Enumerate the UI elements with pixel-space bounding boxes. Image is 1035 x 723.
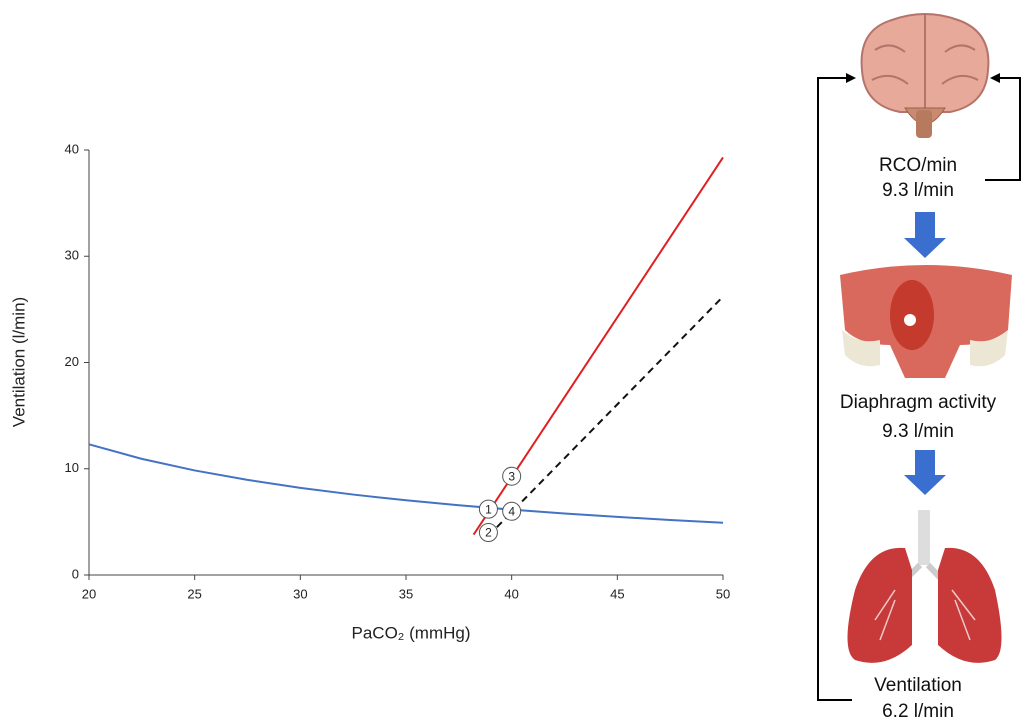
node-label: RCO/min xyxy=(879,155,957,176)
arrowhead xyxy=(990,73,1000,83)
x-tick-label: 30 xyxy=(293,586,307,601)
diaphragm-icon xyxy=(840,265,1012,378)
x-tick-label: 35 xyxy=(399,586,413,601)
node-label: Diaphragm activity xyxy=(840,392,997,413)
x-axis-label: PaCO₂ (mmHg) xyxy=(352,623,471,642)
lungs-icon xyxy=(847,510,1002,663)
brain-icon xyxy=(860,13,990,138)
x-tick-label: 45 xyxy=(610,586,624,601)
y-axis-label: Ventilation (l/min) xyxy=(9,297,28,427)
node-value: 9.3 l/min xyxy=(882,180,954,201)
annotation-label: 1 xyxy=(485,502,492,516)
x-tick-label: 50 xyxy=(716,586,730,601)
y-tick-label: 0 xyxy=(72,566,79,581)
x-tick-label: 20 xyxy=(82,586,96,601)
node-value: 9.3 l/min xyxy=(882,421,954,442)
feedback-brackets xyxy=(817,77,1021,701)
annotation-label: 2 xyxy=(485,526,492,540)
x-tick-label: 25 xyxy=(187,586,201,601)
flow-arrows xyxy=(904,212,946,495)
y-tick-label: 10 xyxy=(65,460,79,475)
x-tick-label: 40 xyxy=(504,586,518,601)
node-label: Ventilation xyxy=(874,675,962,696)
series-line xyxy=(496,295,724,528)
arrowhead xyxy=(846,73,856,83)
series-line xyxy=(88,443,724,524)
annotation-label: 3 xyxy=(508,469,515,483)
y-tick-label: 40 xyxy=(65,141,79,156)
annotation-marker xyxy=(502,501,522,521)
annotation-marker xyxy=(478,523,498,542)
annotation-marker xyxy=(502,466,522,486)
y-tick-label: 20 xyxy=(65,354,79,369)
node-value: 6.2 l/min xyxy=(882,701,954,722)
annotation-marker xyxy=(478,499,498,519)
y-tick-label: 30 xyxy=(65,248,79,263)
annotation-label: 4 xyxy=(508,504,515,518)
